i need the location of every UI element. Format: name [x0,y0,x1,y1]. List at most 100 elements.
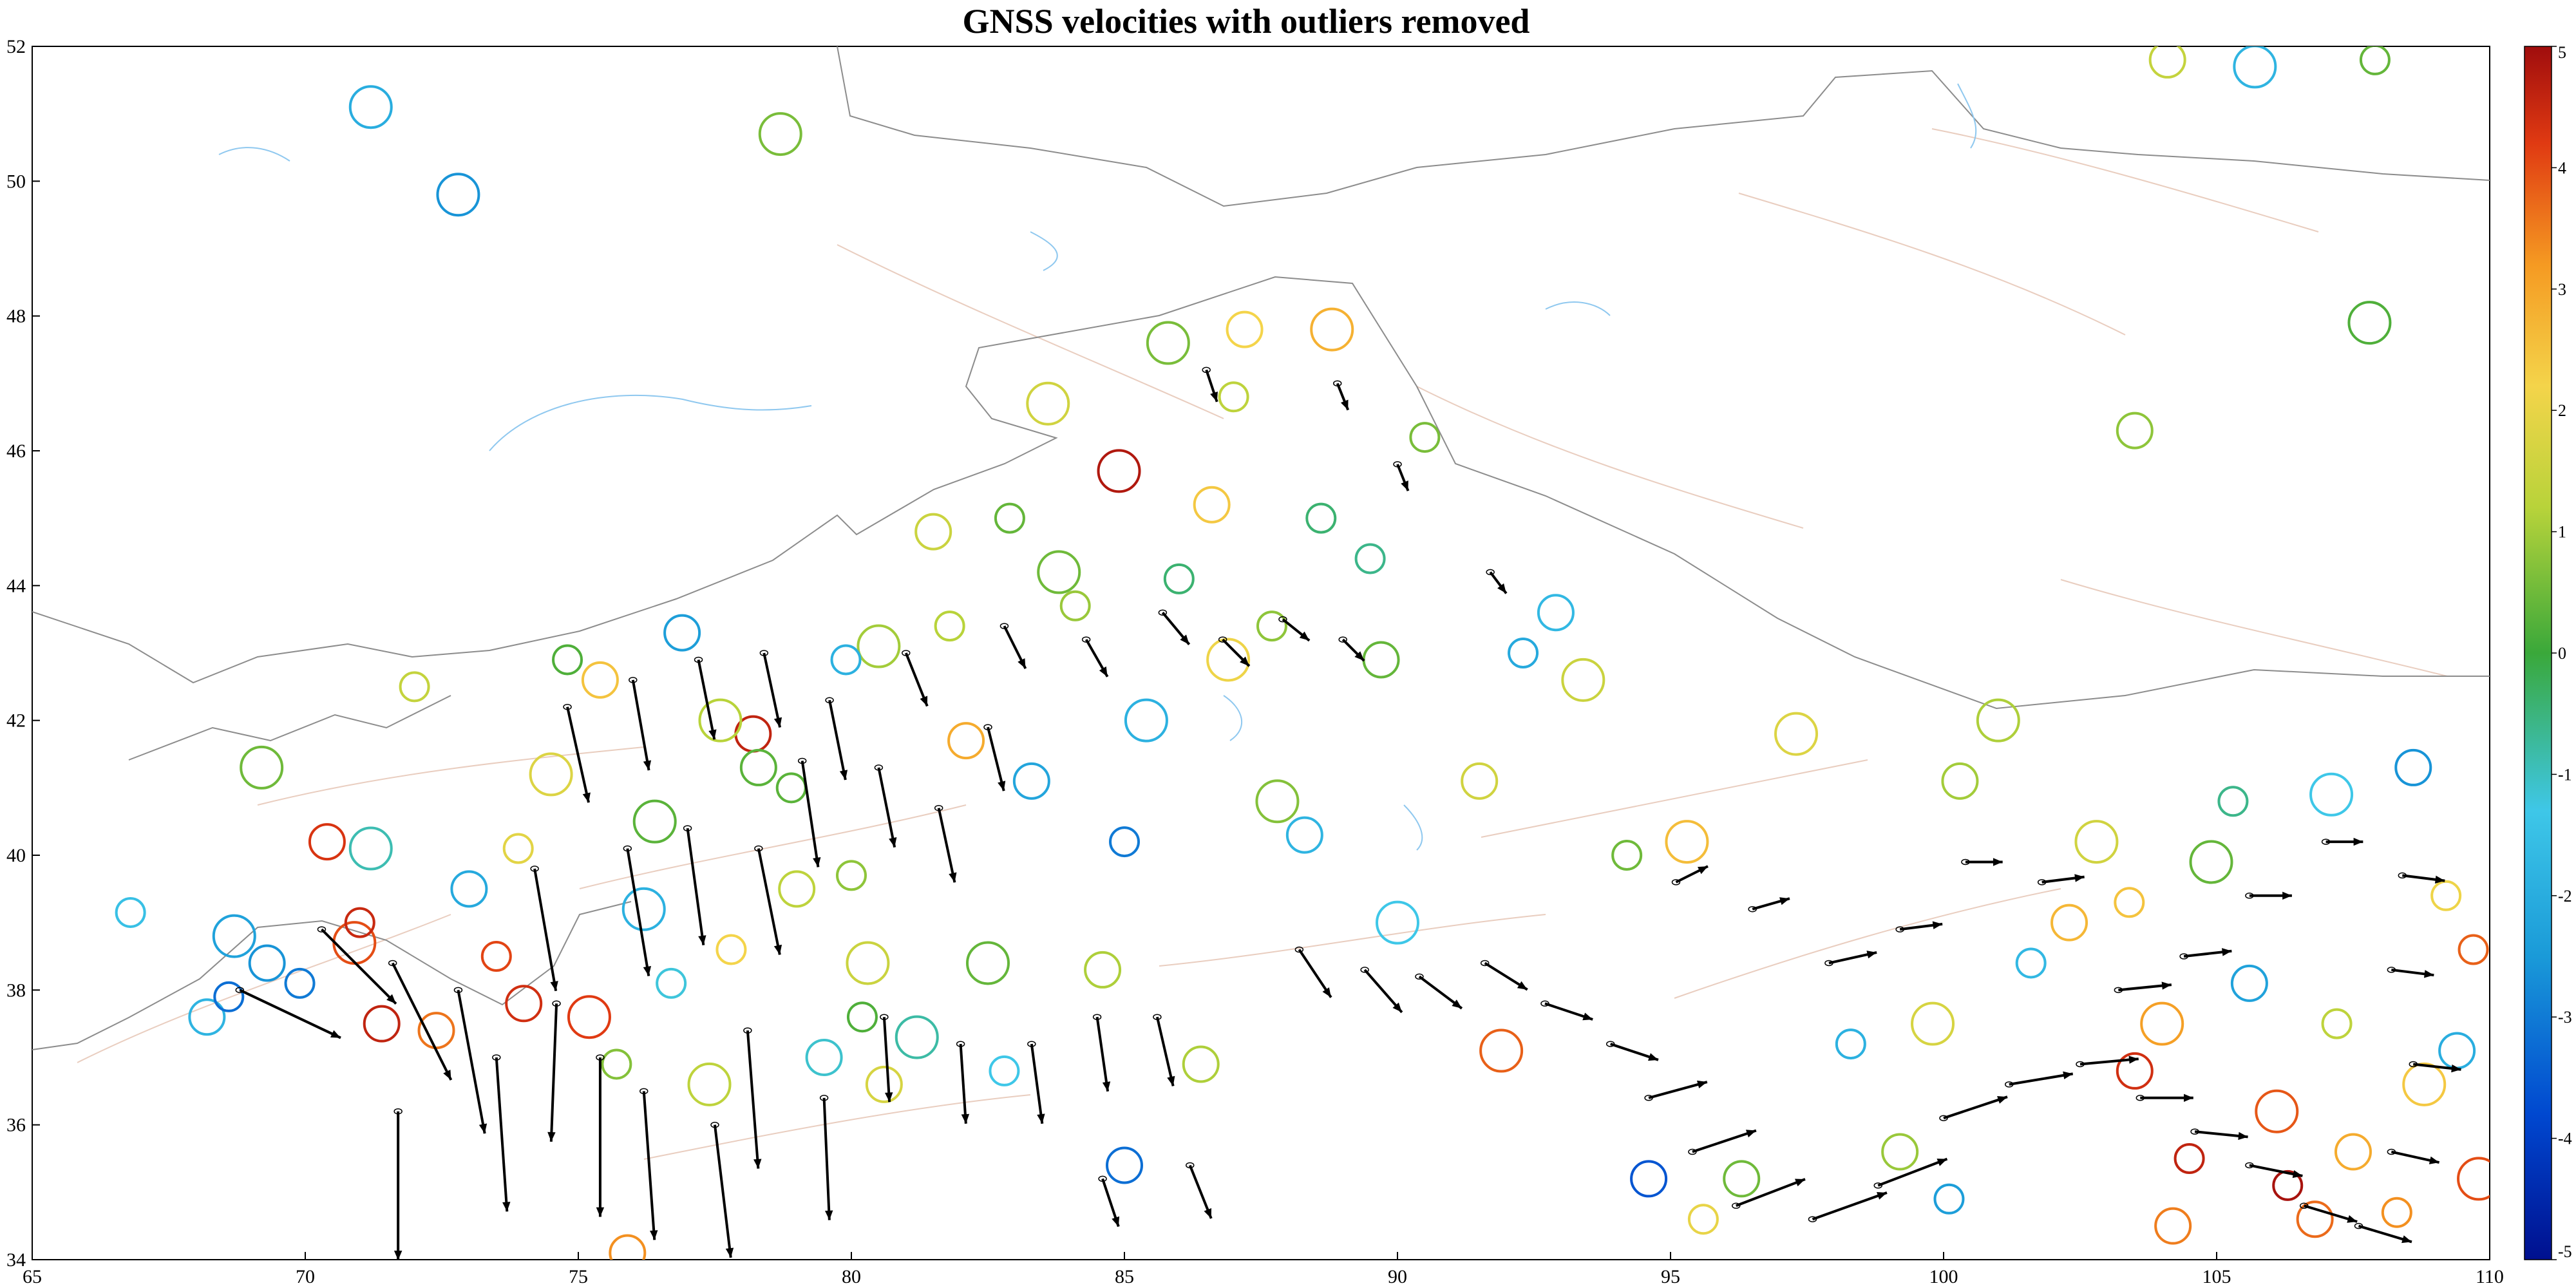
station-circle [1305,502,1337,534]
velocity-arrow [1873,1157,1948,1189]
station-circle [1835,1028,1866,1060]
velocity-arrow [1895,921,1943,933]
velocity-arrow [2321,837,2363,846]
velocity-arrow [1294,946,1332,998]
station-circle [2116,412,2154,450]
x-tick-label: 85 [1115,1266,1134,1287]
velocity-arrow [547,1000,561,1142]
x-tick-label: 110 [2476,1266,2504,1287]
y-tick-label: 44 [6,575,26,596]
station-circle [2334,1133,2372,1171]
station-circle [830,644,862,676]
colorbar [2524,46,2552,1260]
colorbar-labels: 5 4 3 2 1 0 -1 -2 -3 -4 -5 [2552,43,2572,1261]
colorbar-label: 4 [2558,158,2566,177]
station-circle [529,752,573,797]
velocity-arrow [1540,1000,1593,1021]
velocity-arrow [2005,1071,2074,1088]
station-circle [857,624,901,668]
station-circle [248,944,286,982]
y-tick-label: 42 [6,710,26,732]
velocity-arrow [743,1027,762,1169]
station-circle [1206,638,1251,682]
x-tick-label: 70 [296,1266,315,1287]
station-circle [1561,658,1605,702]
station-circle [2255,1089,2299,1133]
station-circle [2116,1052,2154,1090]
velocity-arrow [694,656,717,740]
station-circle [966,941,1010,985]
velocity-arrow [819,1095,833,1220]
y-tick-label: 38 [6,980,26,1001]
velocity-arrow [1486,569,1508,594]
station-circle [687,1062,732,1106]
x-tick-label: 75 [569,1266,588,1287]
station-circle [2050,904,2088,942]
colorbar-label: -5 [2558,1242,2572,1261]
colorbar-label: -2 [2558,887,2572,905]
station-circle [1059,590,1091,621]
station-circle [2381,1197,2412,1228]
velocity-arrow [1332,380,1350,411]
station-circle [1354,543,1386,574]
velocity-arrow [1644,1080,1708,1101]
velocity-arrow [563,703,591,803]
station-circle [1285,816,1323,854]
station-circle [344,907,375,938]
station-circle [2154,1207,2192,1245]
x-tick-label: 95 [1661,1266,1680,1287]
station-circle [1537,594,1575,632]
station-circle [2148,46,2186,79]
station-circle [1409,422,1441,453]
velocity-arrow [1098,1175,1120,1227]
velocity-arrow [1748,897,1790,913]
velocity-arrow [2245,891,2292,900]
x-tick-label: 65 [23,1266,42,1287]
station-circle [1630,1160,1668,1198]
velocity-arrow [596,1054,605,1217]
station-circle [2347,301,2392,345]
station-circle [1723,1160,1761,1198]
station-circle [2430,880,2462,911]
velocity-arrow [983,724,1006,791]
station-circle [1376,900,1419,945]
map-title: GNSS velocities with outliers removed [962,2,1530,41]
x-tick-label: 80 [842,1266,861,1287]
velocity-arrow [1808,1191,1888,1222]
velocity-arrow [235,987,341,1039]
station-circle [348,85,393,129]
velocity-arrow [759,650,782,728]
station-circle [663,614,701,652]
plot-area [32,46,2490,1260]
station-circle [989,1055,1020,1086]
velocity-arrow [825,697,848,781]
velocity-arrow [629,677,652,771]
velocity-arrow [639,1088,658,1240]
station-circle [450,870,488,908]
velocity-arrow [2387,967,2434,978]
velocity-arrow [2398,872,2445,884]
station-circle [213,981,245,1012]
fault-lines [77,128,2448,1160]
station-circle [1255,779,1300,824]
station-circle [1106,1146,1143,1184]
station-circle [2309,772,2354,817]
station-circle [895,1015,939,1059]
station-circle [1310,307,1354,352]
station-circle [2174,1143,2205,1174]
station-circle [2114,887,2145,918]
station-circle [505,985,543,1023]
station-circle [2015,947,2047,979]
velocity-arrow [1153,1014,1175,1086]
y-tick-label: 48 [6,306,26,327]
station-circle [1163,563,1195,594]
velocity-arrow [754,845,782,955]
station-circle [1109,826,1140,858]
velocity-arrow [2387,1148,2440,1164]
station-circle [1182,1045,1220,1083]
velocity-arrow [902,650,929,707]
station-circle [115,896,146,928]
station-circle [846,1001,878,1033]
y-tick-label: 52 [6,36,26,57]
velocity-arrow [874,764,897,848]
